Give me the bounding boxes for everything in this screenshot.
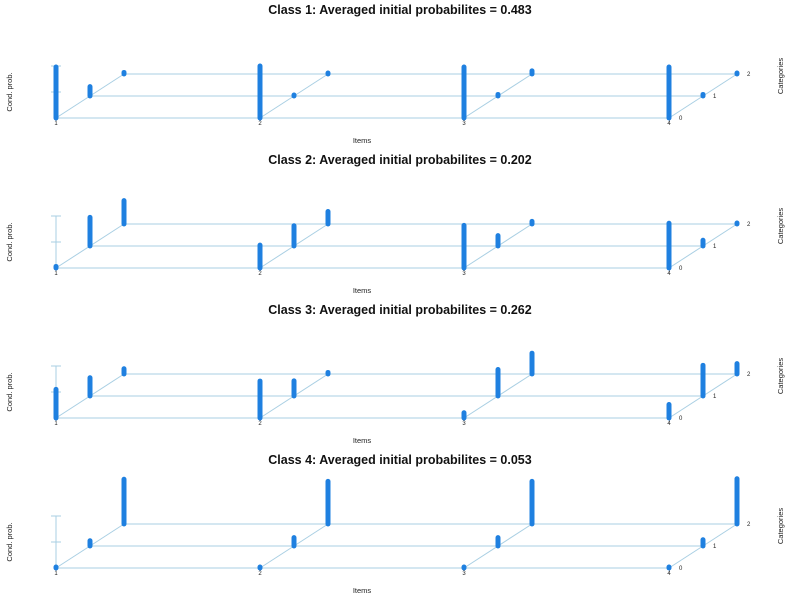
x-axis-label: Items (353, 436, 372, 445)
chart-panel-3: 1 2 3 4 0 1 2 Class 3: Averaged initial probabi… (5, 303, 785, 445)
item-tick-label: 3 (462, 571, 466, 577)
category-tick-label: 1 (713, 244, 717, 250)
category-tick-label: 2 (747, 222, 751, 228)
category-tick-label: 0 (679, 266, 683, 272)
z-axis-label: Categories (776, 358, 785, 395)
item-tick-label: 4 (667, 421, 671, 427)
item-tick-label: 1 (54, 571, 58, 577)
x-axis-label: Items (353, 586, 372, 595)
category-tick-label: 0 (679, 116, 683, 122)
category-tick-label: 1 (713, 394, 717, 400)
item-tick-label: 1 (54, 121, 58, 127)
panel-title: Class 2: Averaged initial probabilites =… (268, 153, 531, 167)
item-tick-label: 2 (258, 571, 262, 577)
chart-panel-2: 1 2 3 4 0 1 2 Class 2: Averaged initial probabi… (5, 153, 785, 295)
x-axis-label: Items (353, 136, 372, 145)
z-axis-label: Categories (776, 58, 785, 95)
panel-title: Class 1: Averaged initial probabilites =… (268, 3, 531, 17)
y-axis-label: Cond. prob. (5, 222, 14, 261)
item-tick-label: 4 (667, 271, 671, 277)
chart-panel-1: 1 2 3 4 0 1 2 Class 1: Averaged initial probabi… (5, 3, 785, 145)
category-tick-label: 1 (713, 544, 717, 550)
item-tick-label: 3 (462, 421, 466, 427)
item-tick-label: 4 (667, 121, 671, 127)
item-tick-label: 3 (462, 271, 466, 277)
item-tick-label: 2 (258, 271, 262, 277)
category-tick-label: 2 (747, 372, 751, 378)
item-tick-label: 2 (258, 121, 262, 127)
chart-panel-4: 1 2 3 4 0 1 2 Class 4: Averaged initial probabi… (5, 453, 785, 595)
x-axis-label: Items (353, 286, 372, 295)
category-tick-label: 1 (713, 94, 717, 100)
item-tick-label: 1 (54, 271, 58, 277)
category-tick-label: 0 (679, 416, 683, 422)
category-tick-label: 2 (747, 522, 751, 528)
y-axis-label: Cond. prob. (5, 372, 14, 411)
item-tick-label: 1 (54, 421, 58, 427)
panel-title: Class 3: Averaged initial probabilites =… (268, 303, 531, 317)
item-tick-label: 2 (258, 421, 262, 427)
panel-title: Class 4: Averaged initial probabilites =… (268, 453, 531, 467)
z-axis-label: Categories (776, 208, 785, 245)
z-axis-label: Categories (776, 508, 785, 545)
category-tick-label: 2 (747, 72, 751, 78)
item-tick-label: 3 (462, 121, 466, 127)
item-tick-label: 4 (667, 571, 671, 577)
category-tick-label: 0 (679, 566, 683, 572)
y-axis-label: Cond. prob. (5, 522, 14, 561)
y-axis-label: Cond. prob. (5, 72, 14, 111)
